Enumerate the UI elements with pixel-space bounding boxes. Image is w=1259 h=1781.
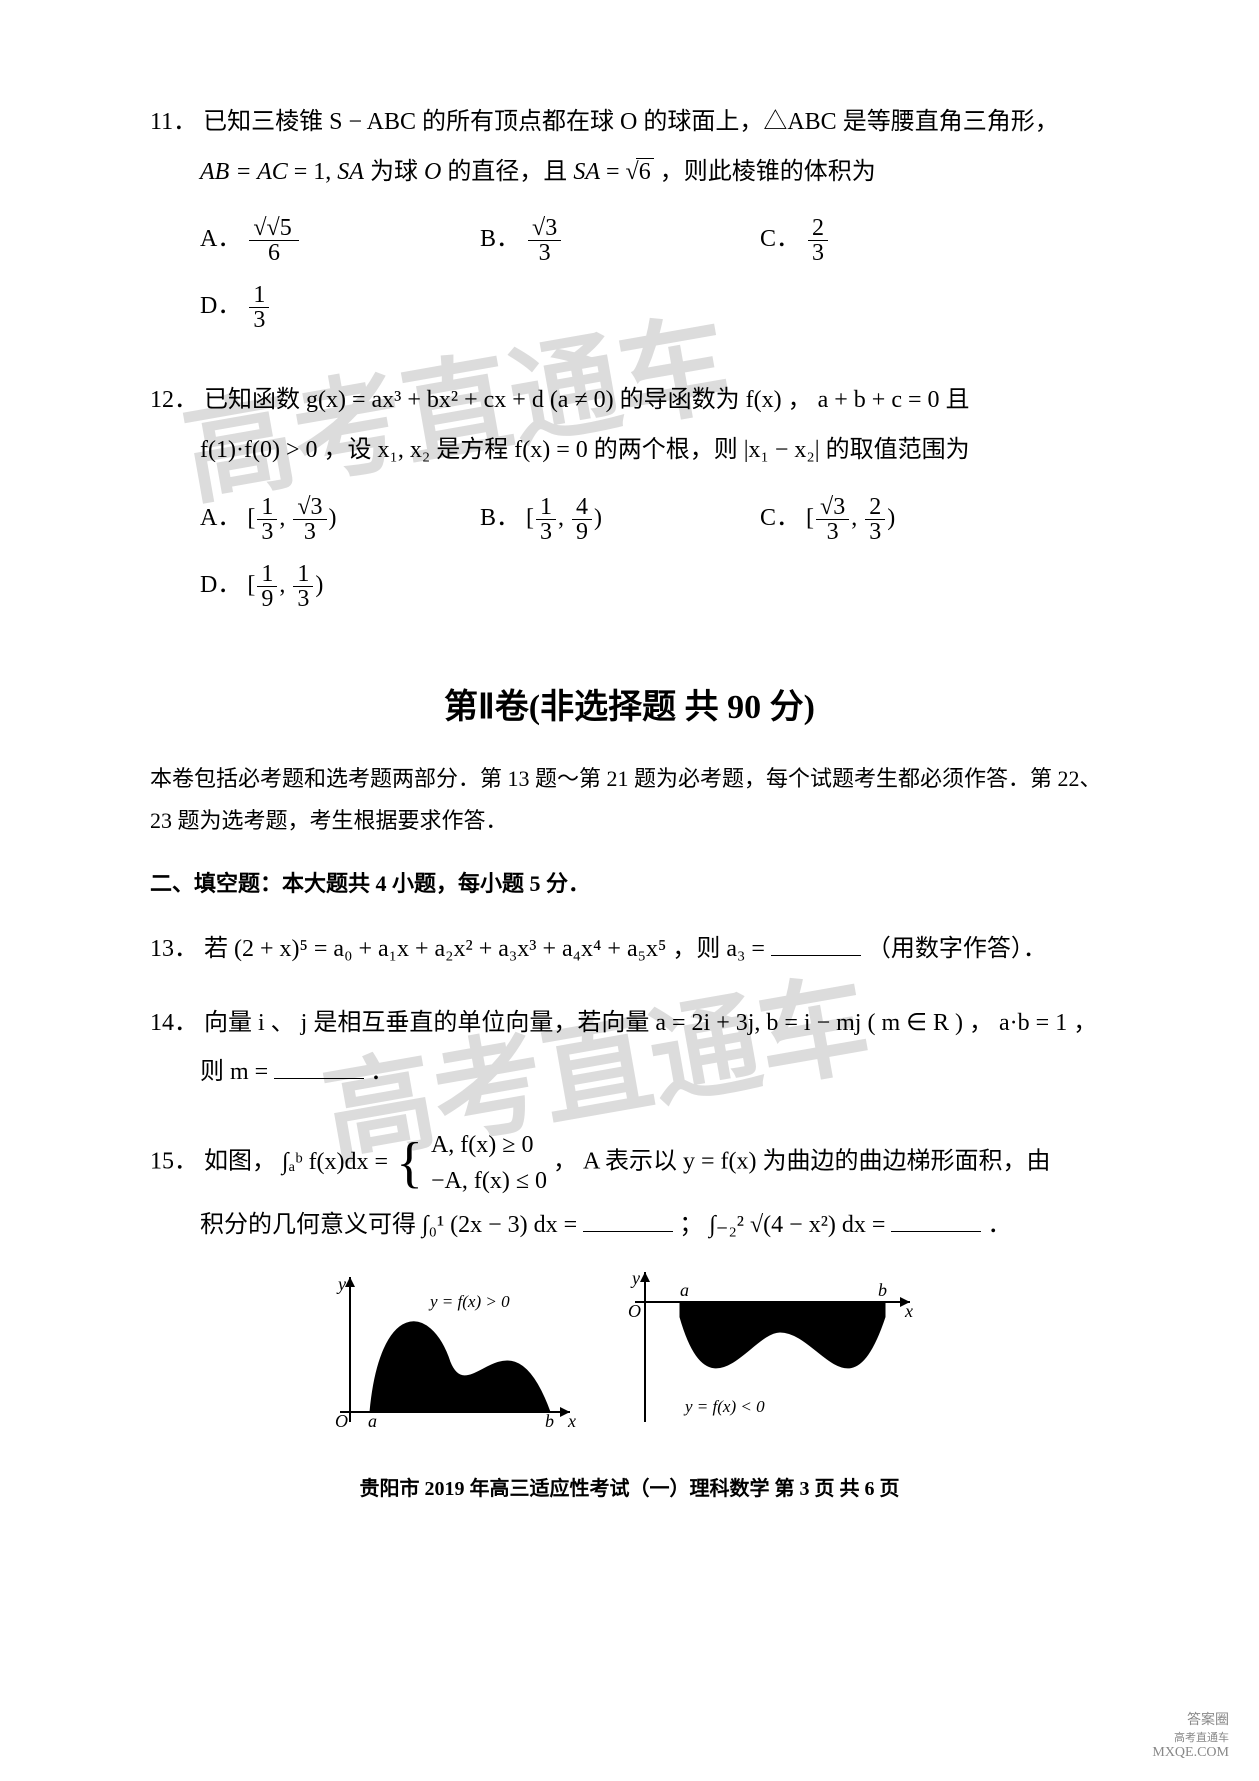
q12-stem-line1: 已知函数 g(x) = ax³ + bx² + cx + d (a ≠ 0) 的… (204, 387, 970, 413)
q15-blank-2[interactable] (891, 1206, 981, 1232)
q14-line2b: ． (370, 1059, 394, 1085)
question-15: 15． 如图， ∫ₐᵇ f(x)dx = { A, f(x) ≥ 0 −A, f… (150, 1127, 1109, 1432)
question-11: 11． 已知三棱锥 S − ABC 的所有顶点都在球 O 的球面上，△ABC 是… (150, 100, 1109, 350)
q11-option-b: B． √33 (480, 216, 760, 265)
q11-option-a: A． √56 (200, 216, 480, 265)
corner-watermark: 答案圈 高考直通车 MXQE.COM (1152, 1709, 1229, 1761)
q13-number: 13． (150, 936, 198, 962)
fig-right-x: x (904, 1301, 913, 1321)
fig-right-y: y (630, 1268, 640, 1288)
question-14: 14． 向量 i 、 j 是相互垂直的单位向量，若向量 a = 2i + 3j,… (150, 1001, 1109, 1099)
q13-stem-a: 若 (2 + x)⁵ = a₀ + a₁x + a₂x² + a₃x³ + a₄… (204, 936, 771, 962)
q12-number: 12． (150, 387, 198, 413)
figure-left: O a b x y y = f(x) > 0 (320, 1262, 580, 1432)
page-footer: 贵阳市 2019 年高三适应性考试（一）理科数学 第 3 页 共 6 页 (150, 1472, 1109, 1501)
q15-number: 15． (150, 1149, 198, 1175)
fig-right-curve-label: y = f(x) < 0 (683, 1397, 765, 1416)
q14-line2a: 则 m = (200, 1059, 274, 1085)
q15-stem-b: ， A 表示以 y = f(x) 为曲边的曲边梯形面积，由 (553, 1149, 1051, 1175)
fig-left-x: x (567, 1411, 576, 1431)
q12-option-c: C． [√33, 23) (760, 495, 1040, 544)
fig-left-a: a (368, 1411, 377, 1431)
q12-option-a: A． [13, √33) (200, 495, 480, 544)
q13-blank[interactable] (771, 930, 861, 956)
brace-icon: { (396, 1135, 423, 1191)
fig-left-O: O (335, 1411, 348, 1431)
fig-right-O: O (628, 1301, 641, 1321)
question-13: 13． 若 (2 + x)⁵ = a₀ + a₁x + a₂x² + a₃x³ … (150, 927, 1109, 973)
fig-right-b: b (878, 1280, 887, 1300)
question-12: 12． 已知函数 g(x) = ax³ + bx² + cx + d (a ≠ … (150, 378, 1109, 628)
fig-left-curve-label: y = f(x) > 0 (428, 1292, 510, 1311)
q15-integral: ∫ₐᵇ f(x)dx = (282, 1140, 388, 1186)
q12-stem-line2: f(1)·f(0) > 0 ，设 x₁, x₂ 是方程 f(x) = 0 的两个… (200, 424, 1109, 477)
q14-number: 14． (150, 1010, 198, 1036)
q11-option-c: C． 23 (760, 216, 1040, 265)
q14-blank[interactable] (274, 1053, 364, 1079)
q15-line2mid: ； ∫₋₂² √(4 − x²) dx = (679, 1212, 891, 1238)
q13-stem-b: （用数字作答）． (867, 936, 1047, 962)
fig-left-b: b (545, 1411, 554, 1431)
q11-number: 11． (150, 109, 197, 135)
section-instructions-2: 二、填空题：本大题共 4 小题，每小题 5 分． (150, 863, 1109, 905)
q15-line2a: 积分的几何意义可得 ∫₀¹ (2x − 3) dx = (200, 1212, 583, 1238)
q11-stem-line2: AB = AC = 1, SA 为球 O 的直径，且 SA = 6 ，则此棱锥的… (200, 146, 1109, 199)
q12-option-b: B． [13, 49) (480, 495, 760, 544)
q14-stem-a: 向量 i 、 j 是相互垂直的单位向量，若向量 a = 2i + 3j, b =… (204, 1010, 1097, 1036)
q15-blank-1[interactable] (583, 1206, 673, 1232)
q15-stem-a: 如图， (204, 1149, 276, 1175)
q11-stem-line1: 已知三棱锥 S − ABC 的所有顶点都在球 O 的球面上，△ABC 是等腰直角… (203, 109, 1059, 135)
section-ii-title: 第Ⅱ卷(非选择题 共 90 分) (150, 679, 1109, 728)
q15-piecewise: A, f(x) ≥ 0 −A, f(x) ≤ 0 (431, 1127, 547, 1199)
section-instructions-1: 本卷包括必考题和选考题两部分．第 13 题～第 21 题为必考题，每个试题考生都… (150, 758, 1109, 842)
q12-option-d: D． [19, 13) (200, 562, 480, 611)
fig-left-y: y (336, 1274, 346, 1294)
fig-right-a: a (680, 1280, 689, 1300)
q11-option-d: D． 13 (200, 283, 480, 332)
q15-line2b: ． (987, 1212, 1011, 1238)
figure-right: O a b x y y = f(x) < 0 (620, 1262, 920, 1432)
